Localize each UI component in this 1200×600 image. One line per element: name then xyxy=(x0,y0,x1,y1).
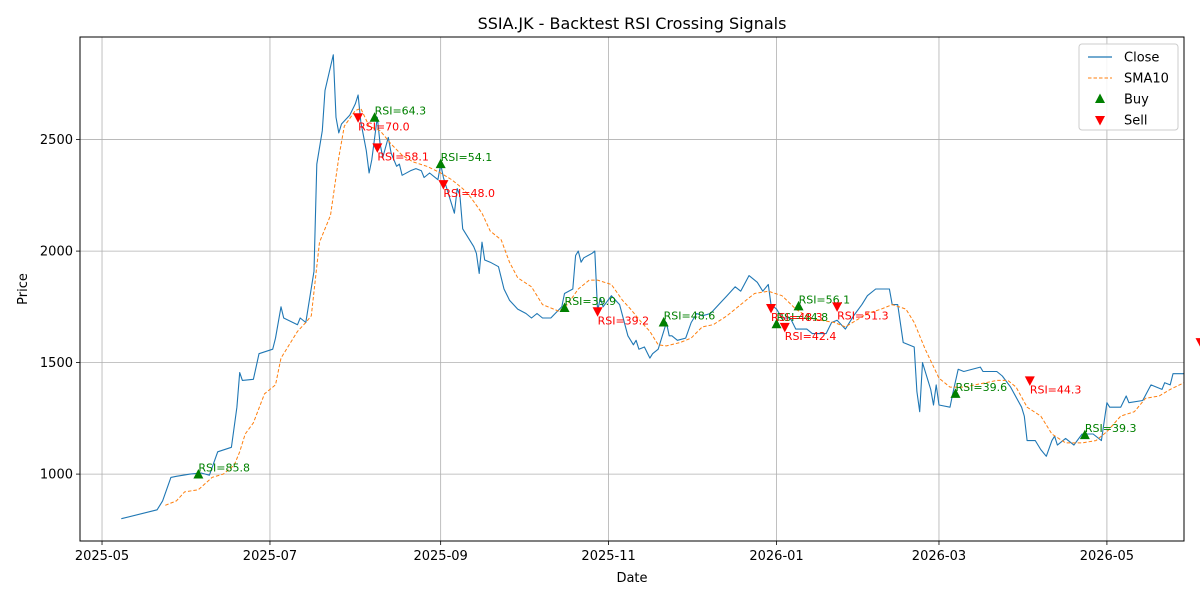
y-axis-title: Price xyxy=(16,273,31,305)
x-axis-title: Date xyxy=(616,571,647,586)
sell-marker xyxy=(832,302,843,312)
y-tick-label: 1500 xyxy=(40,356,73,371)
sell-annotation: RSI=39.2 xyxy=(598,314,650,327)
legend-sell-swatch xyxy=(1095,116,1105,126)
buy-annotation: RSI=64.3 xyxy=(375,105,427,118)
sell-annotation: RSI=48.3 xyxy=(771,311,823,324)
sell-annotation: RSI=51.3 xyxy=(837,309,889,322)
legend-label: Buy xyxy=(1124,93,1149,108)
buy-annotation: RSI=39.9 xyxy=(565,295,617,308)
sell-marker xyxy=(438,180,449,190)
close-price-line xyxy=(121,54,1184,520)
buy-annotation: RSI=56.1 xyxy=(799,293,851,306)
buy-marker xyxy=(193,469,204,479)
sell-annotation: RSI=42.4 xyxy=(785,330,837,343)
sell-marker xyxy=(1195,338,1200,347)
x-tick-label: 2025-11 xyxy=(581,549,635,564)
buy-marker xyxy=(793,300,804,311)
sell-marker xyxy=(592,307,603,317)
buy-marker xyxy=(658,316,669,327)
x-tick-label: 2025-09 xyxy=(413,549,467,564)
buy-annotation: RSI=39.3 xyxy=(1085,422,1137,435)
legend-box xyxy=(1078,43,1179,131)
x-tick-label: 2026-01 xyxy=(749,549,803,564)
legend-label: SMA10 xyxy=(1124,72,1169,87)
legend: Close SMA10 Buy Sell xyxy=(1078,43,1179,131)
y-tick-label: 2000 xyxy=(40,245,73,260)
sell-marker xyxy=(779,322,790,333)
x-tick-label: 2026-05 xyxy=(1080,549,1134,564)
sell-marker xyxy=(1024,376,1035,386)
legend-label: Sell xyxy=(1124,114,1147,129)
legend-buy-swatch xyxy=(1095,93,1105,103)
sell-marker xyxy=(766,303,777,314)
sell-annotation: RSI=44.3 xyxy=(1030,383,1082,396)
chart-title: SSIA.JK - Backtest RSI Crossing Signals xyxy=(478,14,787,33)
sell-annotation: RSI=48.0 xyxy=(443,187,495,200)
buy-marker xyxy=(1079,429,1090,440)
axis-ticks: 2025-05 2025-07 2025-09 2025-11 2026-01 2026-… xyxy=(40,133,1134,564)
buy-annotation: RSI=44.8 xyxy=(777,311,829,324)
x-tick-label: 2025-07 xyxy=(243,549,297,564)
series-layer xyxy=(121,54,1185,520)
grid xyxy=(80,37,1184,541)
buy-annotation: RSI=54.1 xyxy=(441,151,493,164)
buy-marker xyxy=(950,388,961,398)
sell-annotation: RSI=70.0 xyxy=(358,120,410,133)
sma10-line xyxy=(165,107,1185,506)
x-tick-label: 2025-05 xyxy=(75,549,129,564)
legend-label: Close xyxy=(1124,51,1159,66)
x-tick-label: 2026-03 xyxy=(912,549,966,564)
sell-marker xyxy=(353,113,364,123)
buy-marker xyxy=(771,318,782,329)
y-tick-label: 1000 xyxy=(40,468,73,483)
y-tick-label: 2500 xyxy=(40,133,73,148)
buy-marker xyxy=(559,302,570,312)
buy-annotation: RSI=39.6 xyxy=(955,381,1007,394)
sell-annotation: RSI=58.1 xyxy=(377,150,429,163)
sell-marker xyxy=(372,143,383,153)
signal-markers: RSI=85.8 RSI=64.3 RSI=54.1 RSI=39.9 RSI=48.6… xyxy=(193,105,1200,479)
plot-frame xyxy=(79,36,1185,542)
buy-marker xyxy=(435,158,446,169)
buy-annotation: RSI=48.6 xyxy=(664,309,716,322)
buy-marker xyxy=(369,112,380,122)
buy-annotation: RSI=85.8 xyxy=(198,462,250,475)
